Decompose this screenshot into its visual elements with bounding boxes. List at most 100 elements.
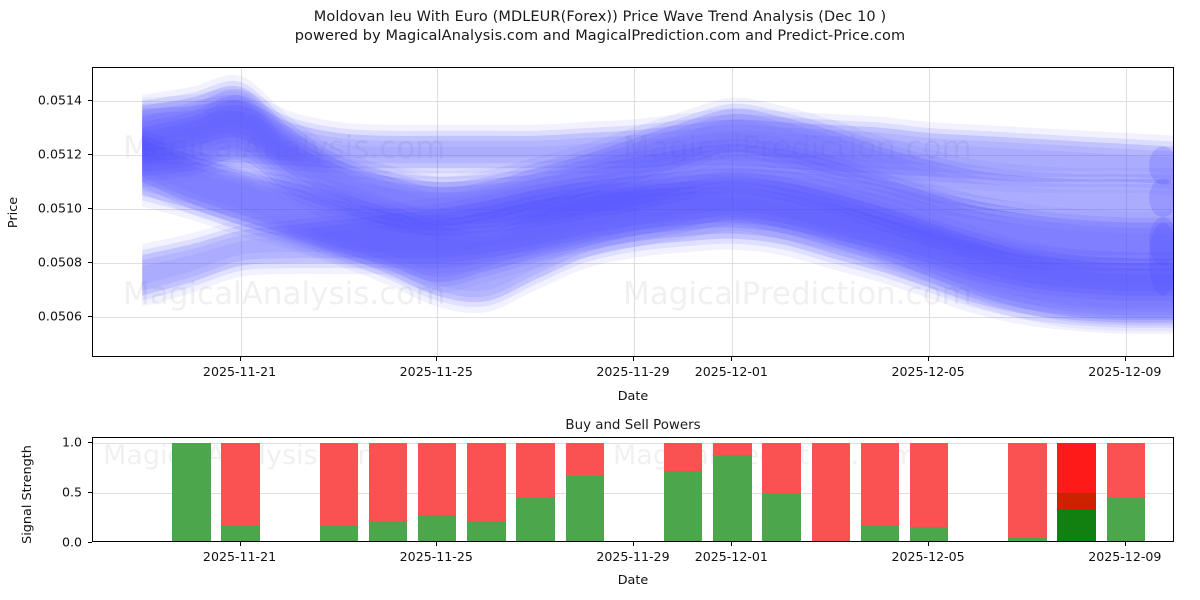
bar-segment-buy[interactable] [418,515,457,541]
price-wave-bands [142,74,1173,334]
wave-band-polygon [142,138,1173,321]
price-ytick-mark [88,99,92,101]
signal-gridline-h [93,493,1173,494]
price-xtick-label: 2025-11-21 [202,364,277,379]
wave-band-polygon [142,80,1173,221]
signal-ytick-label: 0.0 [61,534,82,550]
wave-band-polygon [142,152,1173,334]
price-xtick-label: 2025-12-01 [694,364,768,379]
wave-band-polygon [142,94,1173,262]
signal-xtick-label: 2025-11-25 [399,549,473,564]
price-wave-plot-area: MagicalAnalysis.com MagicalPrediction.com… [93,68,1173,356]
bar-segment-buy[interactable] [1008,538,1047,541]
price-xtick-label: 2025-11-25 [399,364,473,379]
bar-segment-buy[interactable] [1106,498,1145,541]
wave-band-polygon [142,99,1173,267]
wave-band-endcap [1149,146,1173,185]
bar-segment-sell[interactable] [860,443,900,526]
bar-segment-sell[interactable] [762,443,801,493]
bar-segment-buy[interactable] [909,527,949,541]
signal-xtick-label: 2025-12-05 [891,549,965,564]
wave-band-polygon [142,104,1173,190]
wave-band-polygon [142,146,1173,328]
signal-ytick-mark [88,542,92,543]
wave-band-polygon [142,99,1173,185]
wave-band-polygon [142,168,1173,296]
price-xtick-mark [436,357,438,361]
signal-ytick-label: 1.0 [61,434,82,450]
bar-segment-buy[interactable] [172,443,211,541]
wave-band-polygon [142,127,1173,310]
title-line-2: powered by MagicalAnalysis.com and Magic… [294,28,906,45]
bar-segment-buy[interactable] [516,498,555,541]
price-wave-xaxis-title: Date [617,389,649,404]
wave-band-polygon [142,110,1173,196]
bar-segment-dark-buy[interactable] [1057,509,1096,541]
price-gridline-h [93,100,1173,102]
bar-segment-sell[interactable] [368,443,408,521]
price-wave-yaxis-title: Price [6,196,22,229]
bar-segment-sell[interactable] [909,443,949,527]
bar-segment-buy[interactable] [664,471,703,541]
wave-band-endcap [1149,179,1173,218]
price-gridline-v [732,68,734,356]
bar-segment-sell[interactable] [1008,443,1047,538]
bar-segment-sell[interactable] [221,443,260,526]
price-xtick-mark [731,357,733,361]
price-xtick-label: 2025-12-09 [1088,364,1162,379]
bar-segment-buy[interactable] [762,493,801,541]
bar-segment-buy[interactable] [713,455,752,541]
price-xtick-mark [239,357,241,361]
bar-segment-sell[interactable] [811,443,850,541]
bar-segment-sell[interactable] [565,443,604,476]
bar-segment-buy[interactable] [319,526,359,541]
price-ytick-mark [88,207,92,209]
price-ytick-label: 0.0506 [37,308,82,324]
wave-band-polygon [142,90,1173,231]
bar-segment-buy[interactable] [565,476,604,541]
price-gridline-v [240,68,242,356]
bar-segment-dark-sell[interactable] [1057,493,1096,509]
bar-segment-sell[interactable] [713,443,752,455]
price-gridline-h [93,317,1173,319]
bar-segment-buy[interactable] [221,526,260,541]
wave-band-polygon [142,173,1173,301]
wave-band-polygon [142,88,1173,256]
bar-segment-sell[interactable] [467,443,506,521]
price-ytick-mark [88,262,92,264]
price-ytick-mark [88,316,92,318]
price-xtick-mark [928,357,930,361]
wave-band-polygon [142,85,1173,226]
title-line-1: Moldovan leu With Euro (MDLEUR(Forex)) P… [313,9,887,25]
signal-ytick-mark [88,442,92,443]
bar-segment-buy[interactable] [467,521,506,541]
signal-xtick-mark [731,542,733,546]
price-ytick-label: 0.0512 [37,146,82,162]
signal-xtick-mark [928,542,930,546]
signal-ytick-mark [88,492,92,493]
bar-segment-sell[interactable] [664,443,703,471]
wave-band-polygon [142,96,1173,237]
price-wave-chart: MagicalAnalysis.com MagicalPrediction.com… [92,67,1174,357]
price-gridline-h [93,208,1173,210]
bar-segment-buy[interactable] [368,521,408,541]
bar-segment-buy[interactable] [860,526,900,541]
bar-segment-sell[interactable] [516,443,555,498]
price-gridline-v [929,68,931,356]
bar-segment-sell[interactable] [1106,443,1145,498]
wave-band-polygon [142,149,1173,332]
bar-segment-bright-sell[interactable] [1057,443,1096,493]
price-xtick-label: 2025-12-05 [891,364,965,379]
buy-sell-yaxis-title: Signal Strength [19,445,35,544]
price-gridline-v [437,68,439,356]
bar-segment-sell[interactable] [418,443,457,515]
price-gridline-v [1125,68,1127,356]
signal-xtick-label: 2025-12-09 [1088,549,1162,564]
wave-band-polygon [142,74,1173,215]
wave-band-polygon [142,143,1173,326]
signal-gridline-h [93,443,1173,444]
bar-segment-sell[interactable] [319,443,359,526]
price-gridline-v [634,68,635,356]
